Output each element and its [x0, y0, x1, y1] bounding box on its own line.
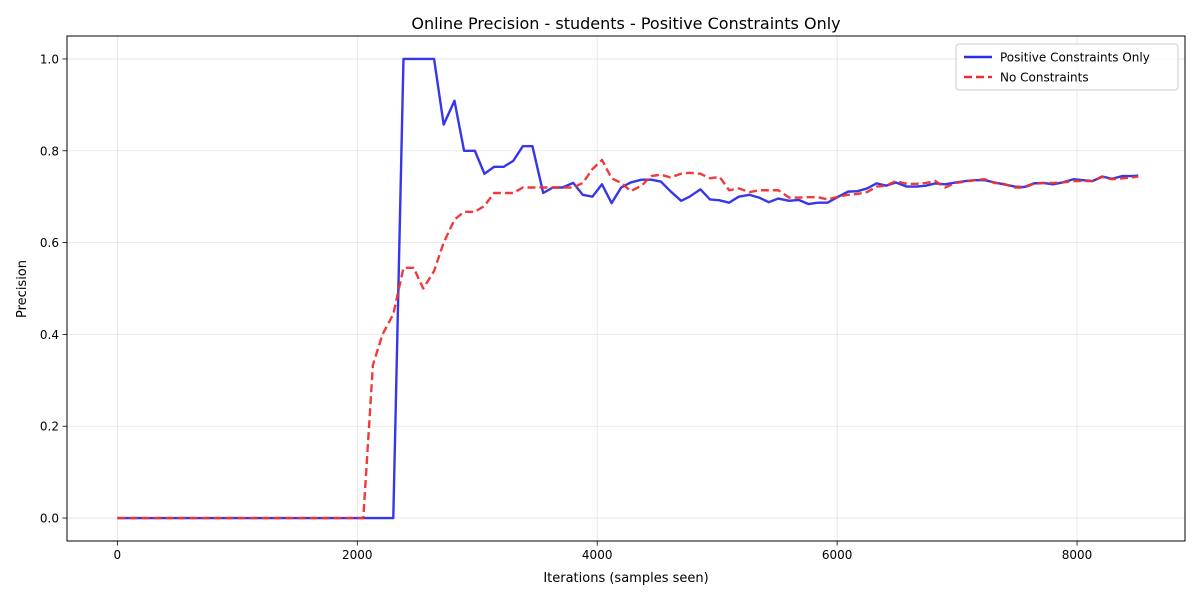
legend-box: [955, 43, 1179, 91]
x-ticks: 0 2000 4000 6000 8000: [114, 541, 1093, 562]
x-axis-label: Iterations (samples seen): [543, 571, 708, 586]
y-tick-label: 0.2: [40, 420, 59, 434]
plot-frame: [66, 35, 1186, 542]
y-tick-label: 1.0: [40, 52, 59, 66]
series-layer: [117, 57, 1139, 520]
legend: Positive Constraints Only No Constraints: [955, 43, 1179, 91]
y-tick-label: 0.4: [40, 328, 59, 342]
legend-label: Positive Constraints Only: [1000, 51, 1150, 65]
y-axis-label: Precision: [15, 260, 30, 318]
y-tick-label: 0.8: [40, 144, 59, 158]
x-tick-label: 6000: [822, 548, 853, 562]
legend-label: No Constraints: [1000, 71, 1089, 85]
x-tick-label: 8000: [1062, 548, 1093, 562]
series-line-no-constraints: [117, 158, 1139, 520]
chart-title: Online Precision - students - Positive C…: [411, 14, 840, 33]
y-tick-label: 0.0: [40, 512, 59, 526]
x-tick-label: 4000: [582, 548, 613, 562]
x-tick-label: 0: [114, 548, 122, 562]
x-tick-label: 2000: [342, 548, 373, 562]
y-ticks: 0.0 0.2 0.4 0.6 0.8 1.0: [40, 52, 67, 526]
y-tick-label: 0.6: [40, 236, 59, 250]
